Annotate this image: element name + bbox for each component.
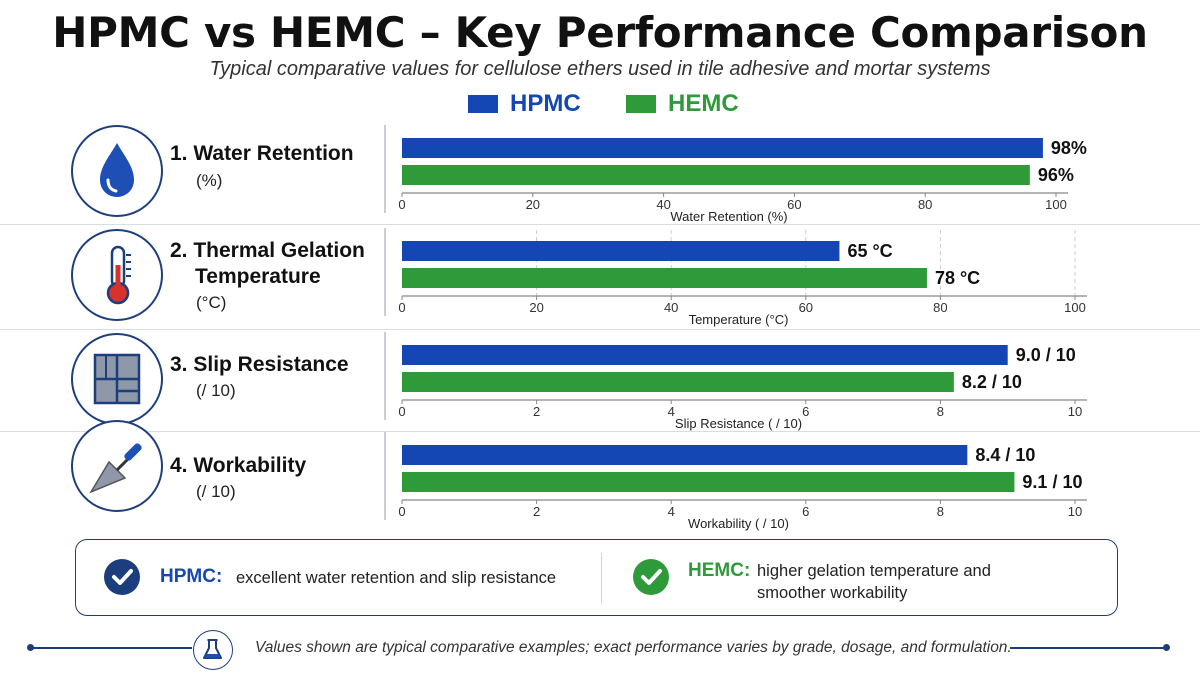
legend: HPMC HEMC: [0, 90, 1200, 120]
data-label-hpmc: 98%: [1051, 138, 1087, 158]
summary-divider: [601, 553, 602, 603]
bar-hemc: [402, 165, 1030, 185]
x-tick-label: 60: [799, 300, 813, 315]
summary-hpmc-key: HPMC:: [160, 566, 223, 587]
summary-hemc-key: HEMC:: [688, 560, 751, 581]
metric-title-line: Temperature: [195, 265, 321, 288]
footer-dot: [27, 644, 34, 651]
x-axis-title: Water Retention (%): [670, 209, 787, 224]
legend-label-hpmc: HPMC: [510, 90, 581, 117]
footer-line: [1010, 647, 1165, 649]
x-tick-label: 2: [533, 504, 540, 519]
summary-hemc-line: higher gelation temperature and: [757, 562, 991, 580]
x-tick-label: 10: [1068, 404, 1082, 419]
x-tick-label: 40: [664, 300, 678, 315]
chart-water-retention: 98% 96% 0 20 40 60 80 100 Water Retention (%): [384, 125, 1087, 224]
metric-unit: (°C): [196, 293, 227, 312]
x-tick-label: 6: [802, 404, 809, 419]
metric-title: 3. Slip Resistance: [170, 353, 349, 376]
summary-box: HPMC: excellent water retention and slip…: [75, 539, 1118, 616]
x-tick-label: 40: [656, 197, 670, 212]
bar-hemc: [402, 472, 1015, 492]
legend-item-hemc: HEMC: [626, 90, 739, 118]
summary-hemc-line: smoother workability: [757, 584, 908, 602]
metric-unit: (%): [196, 171, 223, 190]
data-label-hpmc: 65 °C: [847, 241, 892, 261]
footer-note: Values shown are typical comparative exa…: [255, 639, 1012, 656]
data-label-hemc: 96%: [1038, 165, 1074, 185]
x-tick-label: 0: [398, 197, 405, 212]
page-title: HPMC vs HEMC – Key Performance Compariso…: [52, 8, 1148, 57]
thermometer-icon: [71, 229, 163, 321]
x-tick-label: 80: [933, 300, 947, 315]
footer-dot: [1163, 644, 1170, 651]
summary-hemc-text: higher gelation temperature and smoother…: [757, 560, 991, 604]
x-axis-title: Workability ( / 10): [688, 516, 789, 531]
chart-thermal-gelation: 65 °C 78 °C 0 20 40 60 80 100 Temperature (°C): [384, 228, 1087, 327]
row-divider: [0, 329, 1200, 330]
bar-hpmc: [402, 241, 840, 261]
x-axis-title: Temperature (°C): [689, 312, 789, 327]
data-label-hpmc: 9.0 / 10: [1016, 345, 1076, 365]
x-tick-label: 8: [937, 504, 944, 519]
x-tick-label: 6: [802, 504, 809, 519]
data-label-hpmc: 8.4 / 10: [975, 445, 1035, 465]
page-subtitle: Typical comparative values for cellulose…: [209, 58, 991, 80]
legend-swatch-hpmc: [468, 95, 498, 113]
metric-title-line: 2. Thermal Gelation: [170, 239, 365, 262]
x-tick-label: 0: [398, 300, 405, 315]
data-label-hemc: 78 °C: [935, 268, 980, 288]
data-label-hemc: 8.2 / 10: [962, 372, 1022, 392]
trowel-icon: [71, 420, 163, 512]
x-tick-label: 80: [918, 197, 932, 212]
check-circle-icon: [632, 558, 670, 596]
data-label-hemc: 9.1 / 10: [1022, 472, 1082, 492]
metric-unit: (/ 10): [196, 381, 236, 400]
tiles-icon: [71, 333, 163, 425]
x-tick-label: 4: [668, 404, 675, 419]
bar-hemc: [402, 268, 927, 288]
x-tick-label: 100: [1045, 197, 1067, 212]
x-tick-label: 100: [1064, 300, 1086, 315]
x-tick-label: 20: [526, 197, 540, 212]
bar-hpmc: [402, 138, 1043, 158]
x-tick-label: 0: [398, 504, 405, 519]
water-drop-icon: [71, 125, 163, 217]
bar-hemc: [402, 372, 954, 392]
chart-workability: 8.4 / 10 9.1 / 10 0 2 4 6 8 10 Workability ( / 1…: [384, 432, 1087, 531]
metric-title: 1. Water Retention: [170, 142, 354, 165]
row-divider: [0, 224, 1200, 225]
summary-hpmc-text: excellent water retention and slip resis…: [236, 569, 557, 587]
x-tick-label: 2: [533, 404, 540, 419]
legend-swatch-hemc: [626, 95, 656, 113]
bar-hpmc: [402, 345, 1008, 365]
bar-hpmc: [402, 445, 968, 465]
x-tick-label: 4: [668, 504, 675, 519]
metric-title: 4. Workability: [170, 454, 307, 477]
x-tick-label: 20: [529, 300, 543, 315]
legend-label-hemc: HEMC: [668, 90, 739, 117]
x-tick-label: 10: [1068, 504, 1082, 519]
metric-unit: (/ 10): [196, 482, 236, 501]
legend-item-hpmc: HPMC: [468, 90, 581, 118]
x-tick-label: 8: [937, 404, 944, 419]
x-axis-title: Slip Resistance ( / 10): [675, 416, 802, 431]
x-tick-label: 0: [398, 404, 405, 419]
row-divider: [0, 431, 1200, 432]
check-circle-icon: [103, 558, 141, 596]
metric-title: 2. Thermal Gelation Temperature: [170, 238, 365, 290]
flask-icon: [193, 630, 233, 670]
x-tick-label: 60: [787, 197, 801, 212]
chart-slip-resistance: 9.0 / 10 8.2 / 10 0 2 4 6 8 10 Slip Resistance (…: [384, 332, 1087, 431]
footer-line: [32, 647, 192, 649]
